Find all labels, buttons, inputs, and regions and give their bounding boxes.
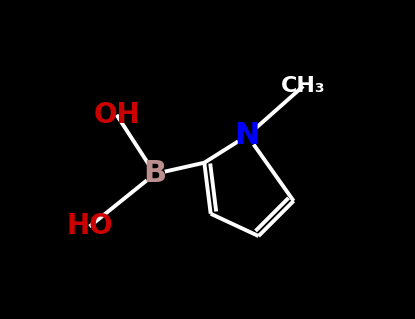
Text: B: B [143,160,166,188]
Circle shape [237,125,258,146]
Text: HO: HO [66,212,113,241]
Text: N: N [235,121,260,150]
Text: CH₃: CH₃ [281,76,325,96]
Text: OH: OH [93,101,140,129]
Circle shape [145,164,164,183]
